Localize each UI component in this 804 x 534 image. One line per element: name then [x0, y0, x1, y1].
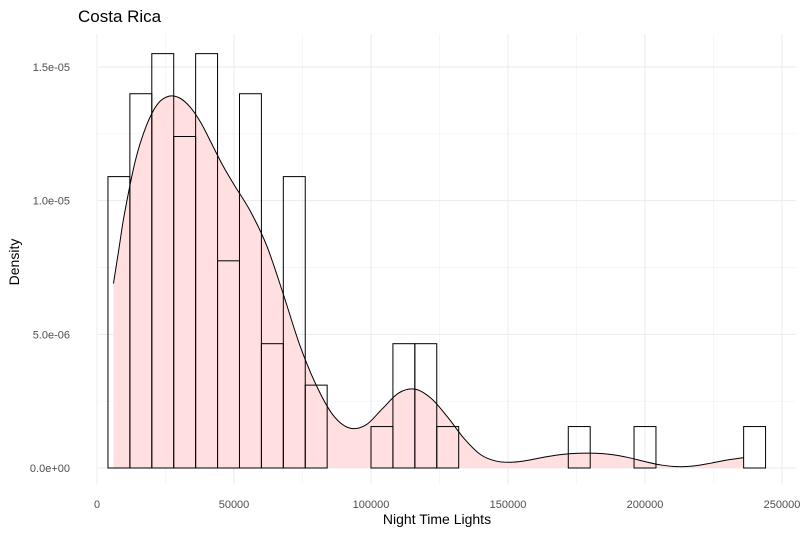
x-axis-title: Night Time Lights [383, 511, 491, 527]
x-tick-label: 100000 [353, 499, 390, 511]
x-tick-label: 200000 [627, 499, 664, 511]
x-tick-label: 150000 [490, 499, 527, 511]
x-tick-label: 50000 [219, 499, 250, 511]
histogram-bar [238, 93, 262, 469]
histogram-bars [107, 53, 767, 469]
histogram-bar [282, 176, 306, 469]
histogram-bar [743, 426, 767, 469]
histogram-bar [414, 343, 438, 469]
chart-title: Costa Rica [78, 7, 162, 26]
y-tick-label: 1.0e-05 [33, 196, 70, 208]
density-line [112, 95, 744, 468]
y-tick-label: 5.0e-06 [33, 329, 70, 341]
histogram-bar [436, 426, 460, 469]
y-axis-tick-labels: 0.0e+00 5.0e-06 1.0e-05 1.5e-05 [30, 62, 70, 475]
x-tick-label: 0 [94, 499, 100, 511]
density-area [113, 95, 744, 468]
y-tick-label: 1.5e-05 [33, 62, 70, 74]
density-area-layer [113, 95, 744, 468]
y-tick-label: 0.0e+00 [30, 463, 70, 475]
x-tick-label: 250000 [764, 499, 801, 511]
x-axis-tick-labels: 0 50000 100000 150000 200000 250000 [94, 499, 800, 511]
histogram-bar [633, 426, 657, 469]
y-axis-title: Density [6, 239, 22, 286]
histogram-bar [567, 426, 591, 469]
density-line-layer [112, 95, 744, 468]
